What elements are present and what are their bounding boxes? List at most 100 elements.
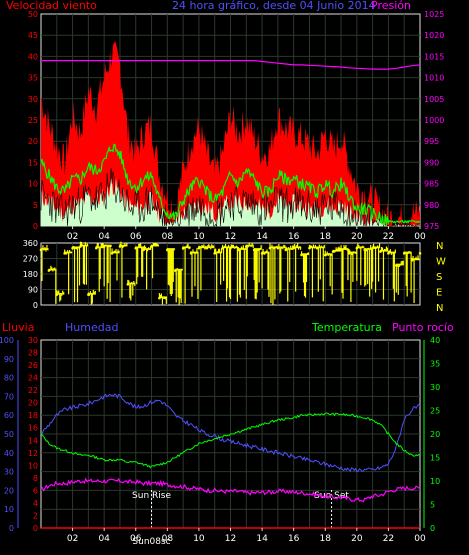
x-tick-label: 14	[256, 534, 268, 544]
y-tick-label: 20	[28, 137, 38, 146]
x-tick-label: 04	[98, 534, 110, 544]
direction-point	[47, 269, 51, 272]
y-tick-label: 10	[430, 477, 440, 486]
y-tick-label: 995	[424, 137, 439, 146]
x-tick-label: 18	[320, 534, 332, 544]
direction-point	[410, 258, 414, 262]
y-tick-label: 26	[28, 361, 38, 370]
y-tick-label: 975	[424, 222, 439, 231]
direction-letter: E	[436, 288, 442, 299]
x-tick-label: 02	[67, 534, 78, 544]
direction-point	[371, 246, 374, 250]
direction-point	[323, 253, 327, 257]
x-tick-label: 00	[414, 232, 426, 242]
y-tick-label: 80	[4, 374, 14, 383]
direction-point	[221, 246, 224, 250]
y-tick-label: 0	[33, 222, 38, 231]
y-tick-label: 10	[28, 180, 38, 189]
y-tick-label: 40	[4, 449, 14, 458]
y-tick-label: 1005	[424, 95, 444, 104]
y-tick-label: 70	[4, 392, 14, 401]
y-tick-label: 0	[9, 524, 14, 533]
pressure-line	[41, 60, 421, 70]
y-tick-label: 100	[0, 336, 14, 345]
y-tick-label: 18	[28, 411, 38, 420]
y-tick-label: 5	[33, 201, 38, 210]
direction-point	[355, 246, 359, 250]
direction-point	[244, 245, 248, 248]
direction-point	[252, 248, 256, 252]
y-tick-label: 15	[28, 158, 38, 167]
x-tick-label: 14	[256, 232, 268, 242]
y-tick-label: 0	[430, 524, 435, 533]
y-tick-label: 24	[28, 374, 38, 383]
y-tick-label: 8	[33, 474, 38, 483]
x-tick-label: 16	[288, 534, 300, 544]
direction-point	[363, 248, 367, 252]
y-tick-label: 5	[430, 501, 435, 510]
y-tick-label: 2	[33, 511, 38, 520]
direction-point	[395, 264, 398, 267]
y-tick-label: 980	[424, 201, 439, 210]
y-tick-label: 1015	[424, 52, 444, 61]
y-tick-label: 12	[28, 449, 38, 458]
wind-speed-label: Velocidad viento	[6, 0, 97, 12]
direction-point	[339, 248, 343, 252]
y-tick-label: 90	[4, 355, 14, 364]
y-tick-label: 20	[430, 430, 440, 439]
x-tick-label: 04	[98, 232, 110, 242]
x-tick-label: 16	[288, 232, 300, 242]
x-tick-label: 22	[383, 232, 394, 242]
direction-letter: N	[436, 241, 443, 252]
x-tick-label: 12	[225, 534, 236, 544]
humidity-line	[40, 393, 421, 473]
y-tick-label: 20	[28, 399, 38, 408]
x-tick-label: 10	[193, 232, 205, 242]
y-tick-label: 0	[33, 524, 38, 533]
y-tick-label: 50	[4, 430, 14, 439]
direction-point	[158, 296, 161, 300]
y-tick-label: 1025	[424, 10, 444, 19]
direction-point	[71, 246, 74, 250]
y-tick-label: 360	[23, 239, 38, 248]
lowest-area	[41, 177, 420, 226]
y-tick-label: 1020	[424, 31, 444, 40]
direction-point	[110, 252, 114, 255]
y-tick-label: 60	[4, 411, 14, 420]
direction-point	[300, 253, 303, 257]
direction-point	[237, 248, 240, 252]
average-line	[40, 143, 421, 226]
direction-point	[213, 252, 217, 255]
direction-point	[331, 250, 335, 253]
y-tick-label: 6	[33, 486, 38, 495]
y-tick-label: 15	[430, 454, 440, 463]
direction-point	[197, 246, 201, 250]
direction-point	[118, 245, 122, 248]
direction-point	[55, 293, 59, 296]
x-tick-label: 08	[162, 534, 174, 544]
y-tick-label: 180	[23, 270, 38, 279]
direction-point	[418, 252, 422, 255]
y-tick-label: 0	[33, 301, 38, 310]
temperature-label: Temperatura	[311, 321, 382, 334]
y-tick-label: 30	[28, 95, 38, 104]
direction-letter: S	[436, 272, 442, 283]
direction-point	[379, 250, 382, 253]
x-tick-label: 00	[414, 534, 426, 544]
direction-point	[102, 245, 106, 248]
direction-point	[268, 246, 272, 250]
pressure-label: Presión	[371, 0, 411, 12]
direction-point	[150, 245, 153, 248]
direction-point	[347, 252, 351, 255]
x-tick-label: 22	[383, 534, 394, 544]
y-tick-label: 20	[4, 486, 14, 495]
x-tick-label: 18	[320, 232, 332, 242]
x-tick-label: 06	[130, 232, 142, 242]
direction-letter: N	[436, 303, 443, 314]
y-tick-label: 22	[28, 386, 38, 395]
direction-point	[181, 246, 185, 250]
x-tick-label: 02	[67, 232, 78, 242]
sun-label: Sun Rise	[132, 491, 171, 501]
y-tick-label: 40	[28, 52, 38, 61]
x-tick-label: 10	[193, 534, 205, 544]
